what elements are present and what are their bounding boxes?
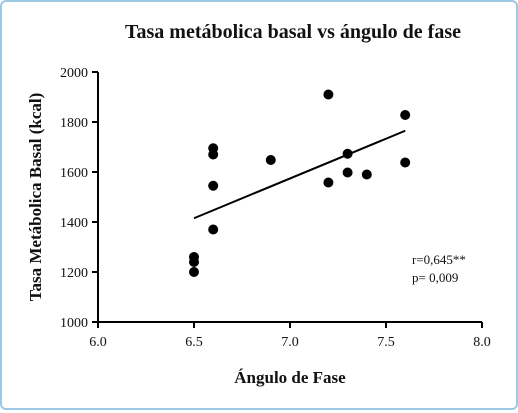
data-point	[323, 177, 334, 188]
plot-area: 6.0 6.5 7.0 7.5 8.0 1000 1200 1400 1600 1800 2000	[60, 66, 491, 350]
trendline	[193, 129, 406, 220]
annotation-r: r=0,645**	[412, 252, 466, 267]
data-point	[208, 224, 219, 235]
data-point	[208, 149, 219, 160]
y-tick-label: 1400	[60, 216, 88, 231]
data-point	[189, 267, 199, 277]
y-tick-label: 1800	[60, 116, 88, 131]
y-tick-label: 1000	[60, 316, 88, 331]
x-axis-title: Ángulo de Fase	[234, 368, 346, 387]
data-point	[400, 110, 411, 120]
data-point	[342, 148, 353, 159]
data-point	[361, 169, 372, 180]
data-point	[208, 180, 219, 191]
annotation-p: p= 0,009	[412, 270, 458, 285]
x-tick-label: 6.5	[185, 335, 203, 350]
y-axis-title: Tasa Metábolica Basal (kcal)	[26, 93, 45, 302]
scatter-chart: Tasa metábolica basal vs ángulo de fase …	[26, 21, 491, 387]
x-tick-label: 8.0	[473, 335, 491, 350]
data-point	[400, 157, 411, 168]
data-point	[265, 155, 276, 165]
chart-title: Tasa metábolica basal vs ángulo de fase	[125, 21, 461, 43]
x-tick-label: 7.0	[281, 335, 299, 350]
y-tick-label: 1600	[60, 166, 88, 181]
data-point	[342, 167, 353, 178]
x-tick-label: 6.0	[89, 335, 107, 350]
y-tick-label: 1200	[60, 266, 88, 281]
data-point	[189, 257, 199, 267]
y-tick-label: 2000	[60, 66, 88, 81]
x-tick-label: 7.5	[377, 335, 395, 350]
data-point	[323, 89, 334, 100]
